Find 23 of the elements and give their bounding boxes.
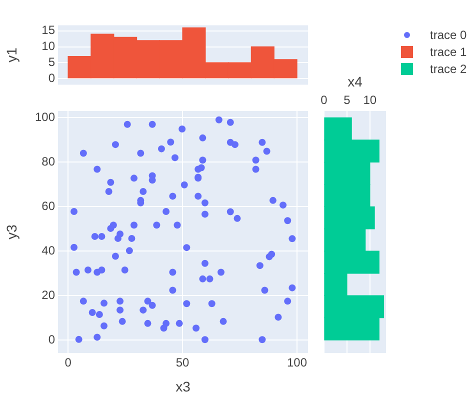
y-tick-label: 60 <box>42 198 56 213</box>
x-tick-label: 10 <box>363 93 377 108</box>
y-tick-label: 0 <box>48 332 56 346</box>
legend-label: trace 1 <box>430 44 467 58</box>
x-axis-title: x3 <box>176 378 191 394</box>
y-axis-title: y3 <box>3 224 20 240</box>
legend-label: trace 2 <box>430 62 467 76</box>
y-tick-label: 15 <box>42 23 56 38</box>
y-tick-label: 0 <box>48 70 56 85</box>
y-axis-title: y1 <box>3 47 20 62</box>
y-tick-label: 10 <box>42 39 56 54</box>
x-tick-label: 5 <box>344 93 351 108</box>
x-tick-label: 50 <box>176 356 190 370</box>
x-tick-label: 100 <box>286 356 308 370</box>
y-tick-label: 5 <box>48 54 56 69</box>
y-tick-label: 40 <box>42 243 56 258</box>
y-tick-label: 20 <box>42 288 56 302</box>
x-axis-title: x4 <box>348 73 363 90</box>
x-tick-label: 0 <box>64 356 72 370</box>
y-tick-label: 100 <box>34 110 56 124</box>
legend-label: trace 0 <box>430 28 467 42</box>
y-tick-label: 80 <box>42 154 56 168</box>
x-tick-label: 0 <box>320 93 328 108</box>
